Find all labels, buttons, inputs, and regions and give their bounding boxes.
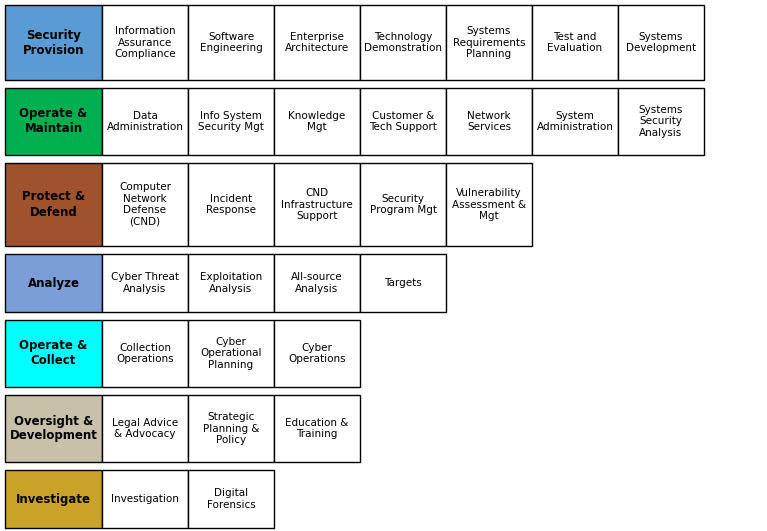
Text: Cyber
Operations: Cyber Operations bbox=[288, 342, 346, 364]
Text: Systems
Security
Analysis: Systems Security Analysis bbox=[639, 105, 683, 138]
Text: Digital
Forensics: Digital Forensics bbox=[206, 488, 255, 510]
Bar bbox=[274, 395, 360, 462]
Text: CND
Infrastructure
Support: CND Infrastructure Support bbox=[281, 188, 353, 221]
Bar bbox=[188, 470, 274, 528]
Bar bbox=[188, 5, 274, 80]
Text: Knowledge
Mgt: Knowledge Mgt bbox=[288, 110, 346, 132]
Text: Investigate: Investigate bbox=[16, 492, 91, 506]
Bar bbox=[360, 88, 446, 155]
Bar bbox=[188, 163, 274, 246]
Bar bbox=[188, 320, 274, 387]
Bar bbox=[102, 320, 188, 387]
Text: Cyber
Operational
Planning: Cyber Operational Planning bbox=[200, 337, 262, 370]
Bar bbox=[102, 88, 188, 155]
Bar bbox=[5, 88, 102, 155]
Text: Systems
Requirements
Planning: Systems Requirements Planning bbox=[453, 26, 525, 59]
Bar bbox=[5, 5, 102, 80]
Text: Legal Advice
& Advocacy: Legal Advice & Advocacy bbox=[112, 418, 178, 439]
Text: All-source
Analysis: All-source Analysis bbox=[291, 272, 343, 294]
Bar bbox=[446, 163, 532, 246]
Text: Technology
Demonstration: Technology Demonstration bbox=[364, 32, 442, 53]
Text: Computer
Network
Defense
(CND): Computer Network Defense (CND) bbox=[119, 182, 171, 227]
Bar bbox=[102, 5, 188, 80]
Bar bbox=[188, 254, 274, 312]
Text: Test and
Evaluation: Test and Evaluation bbox=[548, 32, 603, 53]
Text: Network
Services: Network Services bbox=[467, 110, 511, 132]
Text: Cyber Threat
Analysis: Cyber Threat Analysis bbox=[111, 272, 179, 294]
Bar bbox=[5, 163, 102, 246]
Text: Security
Program Mgt: Security Program Mgt bbox=[370, 194, 436, 215]
Text: Protect &
Defend: Protect & Defend bbox=[22, 191, 85, 218]
Text: Information
Assurance
Compliance: Information Assurance Compliance bbox=[114, 26, 176, 59]
Bar bbox=[532, 88, 618, 155]
Bar bbox=[274, 320, 360, 387]
Text: Education &
Training: Education & Training bbox=[285, 418, 349, 439]
Text: Collection
Operations: Collection Operations bbox=[116, 342, 174, 364]
Text: Security
Provision: Security Provision bbox=[23, 29, 84, 56]
Text: Enterprise
Architecture: Enterprise Architecture bbox=[285, 32, 349, 53]
Text: Strategic
Planning &
Policy: Strategic Planning & Policy bbox=[202, 412, 259, 445]
Bar bbox=[360, 163, 446, 246]
Bar bbox=[360, 5, 446, 80]
Bar bbox=[188, 88, 274, 155]
Bar bbox=[5, 320, 102, 387]
Bar bbox=[5, 470, 102, 528]
Bar bbox=[102, 470, 188, 528]
Text: Customer &
Tech Support: Customer & Tech Support bbox=[369, 110, 437, 132]
Bar bbox=[446, 88, 532, 155]
Bar bbox=[5, 395, 102, 462]
Text: Vulnerability
Assessment &
Mgt: Vulnerability Assessment & Mgt bbox=[452, 188, 526, 221]
Bar bbox=[618, 88, 704, 155]
Bar bbox=[360, 254, 446, 312]
Text: Incident
Response: Incident Response bbox=[206, 194, 256, 215]
Bar bbox=[102, 395, 188, 462]
Bar bbox=[102, 254, 188, 312]
Text: Targets: Targets bbox=[384, 278, 422, 288]
Text: System
Administration: System Administration bbox=[537, 110, 614, 132]
Text: Software
Engineering: Software Engineering bbox=[199, 32, 262, 53]
Text: Investigation: Investigation bbox=[111, 494, 179, 504]
Bar bbox=[188, 395, 274, 462]
Text: Data
Administration: Data Administration bbox=[107, 110, 183, 132]
Bar bbox=[274, 254, 360, 312]
Bar bbox=[5, 254, 102, 312]
Text: Operate &
Collect: Operate & Collect bbox=[19, 339, 87, 367]
Bar bbox=[532, 5, 618, 80]
Text: Analyze: Analyze bbox=[28, 277, 80, 289]
Bar bbox=[274, 5, 360, 80]
Text: Oversight &
Development: Oversight & Development bbox=[9, 415, 97, 442]
Text: Systems
Development: Systems Development bbox=[626, 32, 696, 53]
Bar bbox=[274, 163, 360, 246]
Text: Info System
Security Mgt: Info System Security Mgt bbox=[198, 110, 264, 132]
Text: Exploitation
Analysis: Exploitation Analysis bbox=[200, 272, 262, 294]
Bar bbox=[618, 5, 704, 80]
Bar bbox=[274, 88, 360, 155]
Text: Operate &
Maintain: Operate & Maintain bbox=[19, 107, 87, 135]
Bar bbox=[102, 163, 188, 246]
Bar bbox=[446, 5, 532, 80]
